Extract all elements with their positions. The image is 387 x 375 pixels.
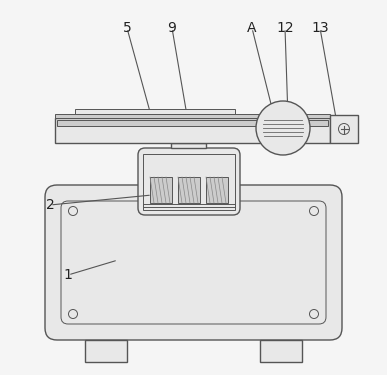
Text: 9: 9	[168, 21, 176, 35]
FancyBboxPatch shape	[138, 148, 240, 215]
Bar	[206, 177, 228, 203]
Text: A: A	[247, 21, 257, 35]
Bar	[85, 340, 127, 362]
Bar	[171, 143, 206, 148]
Text: 1: 1	[63, 268, 72, 282]
FancyBboxPatch shape	[45, 185, 342, 340]
Text: 5: 5	[123, 21, 131, 35]
Bar	[57, 120, 328, 126]
Text: 13: 13	[311, 21, 329, 35]
Bar	[178, 177, 200, 203]
Bar	[143, 204, 235, 210]
Bar	[150, 177, 172, 203]
Text: 2: 2	[46, 198, 55, 212]
Bar	[75, 109, 235, 114]
Bar	[55, 114, 330, 118]
Bar	[260, 340, 302, 362]
Bar	[55, 118, 330, 143]
Text: 12: 12	[276, 21, 294, 35]
Bar	[143, 154, 235, 207]
Bar	[330, 115, 358, 143]
Circle shape	[256, 101, 310, 155]
